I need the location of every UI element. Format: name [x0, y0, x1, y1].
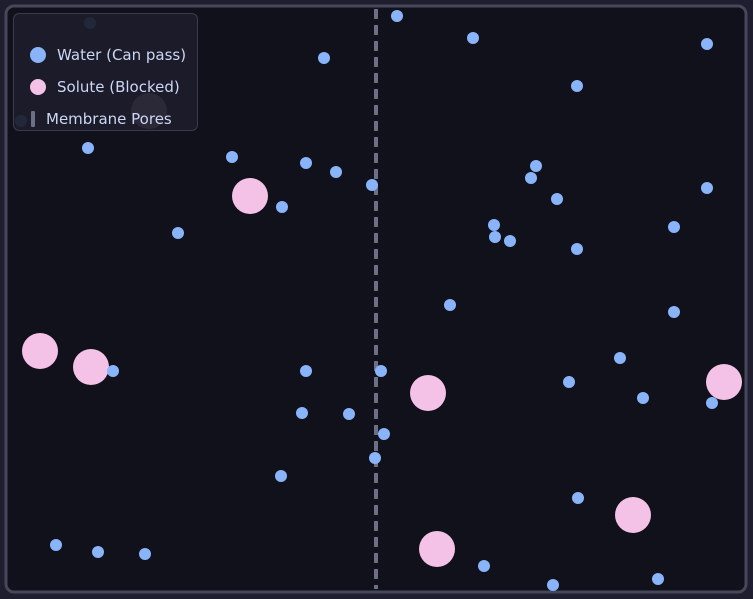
water-particle — [706, 397, 718, 409]
water-particle — [547, 579, 559, 591]
water-particle — [525, 172, 537, 184]
water-particle — [652, 573, 664, 585]
solute-swatch-icon — [30, 79, 46, 95]
water-particle — [489, 231, 501, 243]
membrane-swatch-icon — [31, 111, 35, 127]
water-particle — [378, 428, 390, 440]
water-particle — [300, 157, 312, 169]
water-particle — [82, 142, 94, 154]
water-particle — [668, 221, 680, 233]
water-particle — [444, 299, 456, 311]
solute-particle — [410, 375, 446, 411]
legend-item-water: Water (Can pass) — [14, 43, 186, 67]
water-particle — [107, 365, 119, 377]
water-particle — [296, 407, 308, 419]
solute-particle — [615, 497, 651, 533]
water-particle — [571, 243, 583, 255]
solute-particle — [232, 178, 268, 214]
water-particle — [530, 160, 542, 172]
water-particle — [375, 365, 387, 377]
water-particle — [391, 10, 403, 22]
water-particle — [572, 492, 584, 504]
water-particle — [343, 408, 355, 420]
water-particle — [226, 151, 238, 163]
legend-item-solute: Solute (Blocked) — [14, 75, 180, 99]
water-particle — [563, 376, 575, 388]
water-particle — [276, 201, 288, 213]
water-particle — [668, 306, 680, 318]
legend-water-label: Water (Can pass) — [57, 46, 187, 64]
legend-item-membrane: Membrane Pores — [14, 107, 172, 131]
water-particle — [488, 219, 500, 231]
water-particle — [50, 539, 62, 551]
legend-membrane-label: Membrane Pores — [46, 110, 172, 128]
water-particle — [637, 392, 649, 404]
water-particle — [701, 38, 713, 50]
water-particle — [92, 546, 104, 558]
water-particle — [551, 193, 563, 205]
water-particle — [172, 227, 184, 239]
water-particle — [478, 560, 490, 572]
water-particle — [300, 365, 312, 377]
solute-particle — [419, 531, 455, 567]
solute-particle — [73, 349, 109, 385]
water-particle — [330, 166, 342, 178]
water-particle — [369, 452, 381, 464]
solute-particle — [22, 333, 58, 369]
water-particle — [366, 179, 378, 191]
water-swatch-icon — [30, 47, 46, 63]
water-particle — [614, 352, 626, 364]
water-particle — [504, 235, 516, 247]
legend: Water (Can pass) Solute (Blocked) Membra… — [13, 13, 198, 131]
legend-solute-label: Solute (Blocked) — [57, 78, 180, 96]
solute-particle — [706, 364, 742, 400]
water-particle — [571, 80, 583, 92]
water-particle — [467, 32, 479, 44]
water-particle — [318, 52, 330, 64]
water-particle — [701, 182, 713, 194]
water-particle — [275, 470, 287, 482]
water-particle — [139, 548, 151, 560]
